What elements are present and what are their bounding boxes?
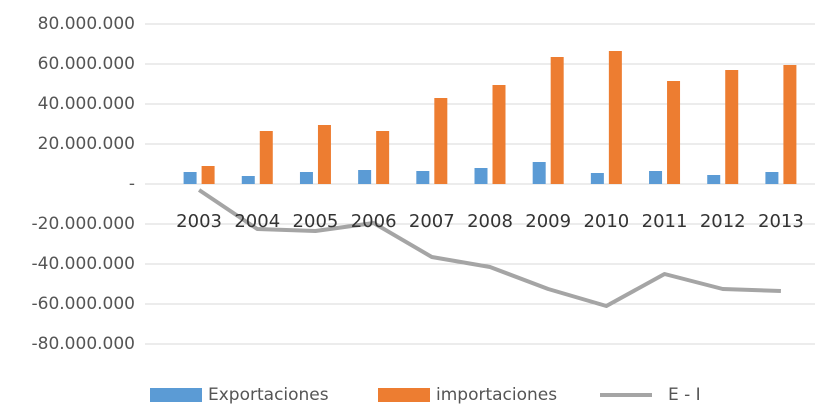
y-tick-label: -60.000.000 [32,294,135,314]
bar [358,170,372,184]
legend-label: importaciones [436,385,557,405]
y-tick-label: - [129,174,135,194]
y-tick-label: -20.000.000 [32,214,135,234]
bar [667,81,681,184]
x-tick-label: 2010 [583,211,629,232]
bar [376,131,390,184]
bar [474,168,488,184]
bar [590,173,604,184]
y-tick-label: -40.000.000 [32,254,135,274]
bar [649,171,663,184]
bar [259,131,273,184]
line [197,188,781,308]
x-tick-label: 2013 [758,211,804,232]
bar [183,172,197,184]
bar [317,125,331,184]
x-tick-label: 2005 [293,211,339,232]
y-tick-label: 60.000.000 [38,54,135,74]
bar [725,70,739,184]
y-tick-label: 40.000.000 [38,94,135,114]
bar [241,176,255,184]
bar [707,175,721,184]
x-tick-label: 2003 [176,211,222,232]
y-tick-label: -80.000.000 [32,334,135,354]
bar [608,51,622,184]
x-tick-label: 2004 [234,211,280,232]
x-tick-label: 2008 [467,211,513,232]
bar [783,65,797,184]
legend-label: E - I [668,385,701,405]
bar [299,172,313,184]
legend-label: Exportaciones [208,385,329,405]
x-tick-label: 2006 [351,211,397,232]
bar [532,162,546,184]
x-tick-label: 2011 [642,211,688,232]
bar [434,98,448,184]
y-tick-label: 20.000.000 [38,134,135,154]
legend-swatch [378,388,430,402]
bar [765,172,779,184]
y-tick-label: 80.000.000 [38,14,135,34]
x-tick-label: 2009 [525,211,571,232]
bar [201,166,215,184]
x-tick-label: 2012 [700,211,746,232]
bar [550,57,564,184]
bar [492,85,506,184]
bar [416,171,430,184]
legend-swatch [150,388,202,402]
x-tick-label: 2007 [409,211,455,232]
